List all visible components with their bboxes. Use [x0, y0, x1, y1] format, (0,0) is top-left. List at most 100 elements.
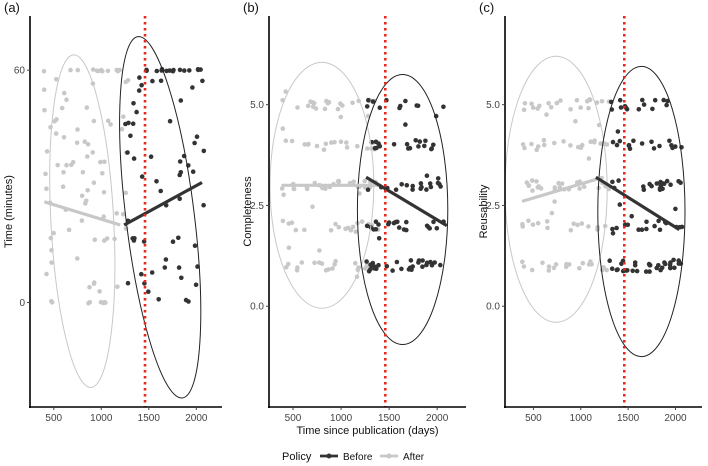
point-before — [364, 259, 369, 264]
point-before — [432, 260, 438, 265]
point-after — [55, 162, 60, 168]
point-after — [526, 218, 531, 224]
point-before — [187, 68, 192, 73]
point-after — [123, 79, 129, 85]
point-before — [649, 183, 654, 189]
point-after — [302, 142, 308, 147]
ellipse-before — [597, 65, 686, 358]
point-before — [170, 239, 176, 244]
point-after — [563, 264, 569, 270]
y-tick-label: 60 — [14, 66, 26, 77]
point-after — [90, 150, 95, 155]
point-before — [649, 139, 654, 145]
point-after — [551, 265, 557, 271]
point-before — [431, 219, 436, 225]
point-after — [62, 90, 67, 96]
point-after — [588, 139, 593, 144]
point-before — [125, 150, 130, 155]
point-after — [310, 204, 315, 209]
plot-area — [505, 55, 686, 358]
point-after — [41, 87, 47, 92]
legend: Policy Before After — [282, 451, 425, 463]
point-after — [295, 265, 300, 270]
point-after — [53, 131, 59, 136]
point-before — [139, 271, 144, 277]
point-after — [306, 141, 311, 147]
point-before — [424, 173, 430, 178]
x-tick-label: 2000 — [426, 413, 449, 424]
point-after — [549, 210, 555, 216]
point-after — [293, 227, 299, 233]
point-after — [114, 211, 119, 216]
point-before — [163, 257, 169, 262]
point-after — [61, 135, 67, 140]
point-before — [434, 226, 440, 231]
x-tick-label: 1000 — [330, 413, 353, 424]
point-before — [177, 159, 183, 164]
point-after — [345, 225, 351, 231]
point-before — [150, 78, 155, 84]
point-before — [403, 122, 408, 127]
point-after — [540, 260, 545, 266]
point-after — [96, 68, 101, 74]
point-before — [156, 297, 161, 302]
point-before — [617, 138, 623, 144]
point-after — [44, 186, 49, 191]
point-after — [286, 245, 292, 251]
point-after — [578, 105, 583, 110]
point-after — [544, 219, 550, 224]
point-after — [291, 186, 297, 191]
point-after — [529, 141, 534, 147]
point-after — [534, 147, 539, 153]
point-before — [376, 262, 381, 268]
ellipse-after — [505, 55, 608, 323]
legend-point-before — [326, 453, 332, 459]
point-before — [639, 227, 645, 232]
point-before — [661, 97, 666, 103]
point-after — [119, 126, 125, 132]
point-after — [577, 186, 582, 191]
panel-1: 500 1000 1500 2000 0 60 (a) Time (minutes) — [3, 0, 222, 424]
point-after — [579, 221, 585, 226]
point-after — [586, 262, 592, 267]
point-before — [194, 134, 200, 139]
point-after — [59, 105, 65, 111]
y-axis-title: Reusability — [478, 184, 490, 238]
point-after — [64, 97, 69, 102]
point-before — [182, 68, 187, 73]
point-after — [544, 112, 549, 117]
trend-line-after — [43, 200, 121, 227]
point-before — [650, 106, 655, 112]
point-before — [192, 140, 197, 146]
point-before — [678, 180, 683, 185]
x-axis-title: Time since publication (days) — [296, 425, 438, 437]
point-after — [524, 180, 530, 185]
point-after — [529, 178, 535, 183]
point-before — [431, 142, 436, 148]
point-after — [105, 118, 111, 124]
point-after — [314, 143, 320, 149]
point-before — [643, 269, 649, 274]
point-before — [607, 258, 612, 264]
trend-line-before — [365, 175, 448, 227]
y-tick-label: 5.0 — [486, 100, 500, 111]
point-before — [668, 260, 673, 265]
y-tick-label: 0.0 — [486, 302, 500, 313]
point-after — [283, 138, 289, 143]
point-after — [305, 103, 311, 109]
point-after — [530, 222, 536, 227]
point-after — [336, 178, 342, 184]
point-after — [280, 218, 286, 224]
point-before — [364, 104, 370, 109]
point-after — [302, 227, 307, 233]
point-after — [115, 284, 120, 290]
point-before — [420, 264, 425, 270]
point-before — [672, 265, 677, 271]
point-before — [407, 265, 413, 271]
point-after — [80, 170, 86, 175]
point-after — [530, 188, 535, 193]
point-after — [567, 262, 572, 267]
trend-line-after — [521, 175, 604, 203]
point-before — [149, 270, 155, 275]
point-before — [125, 280, 131, 286]
